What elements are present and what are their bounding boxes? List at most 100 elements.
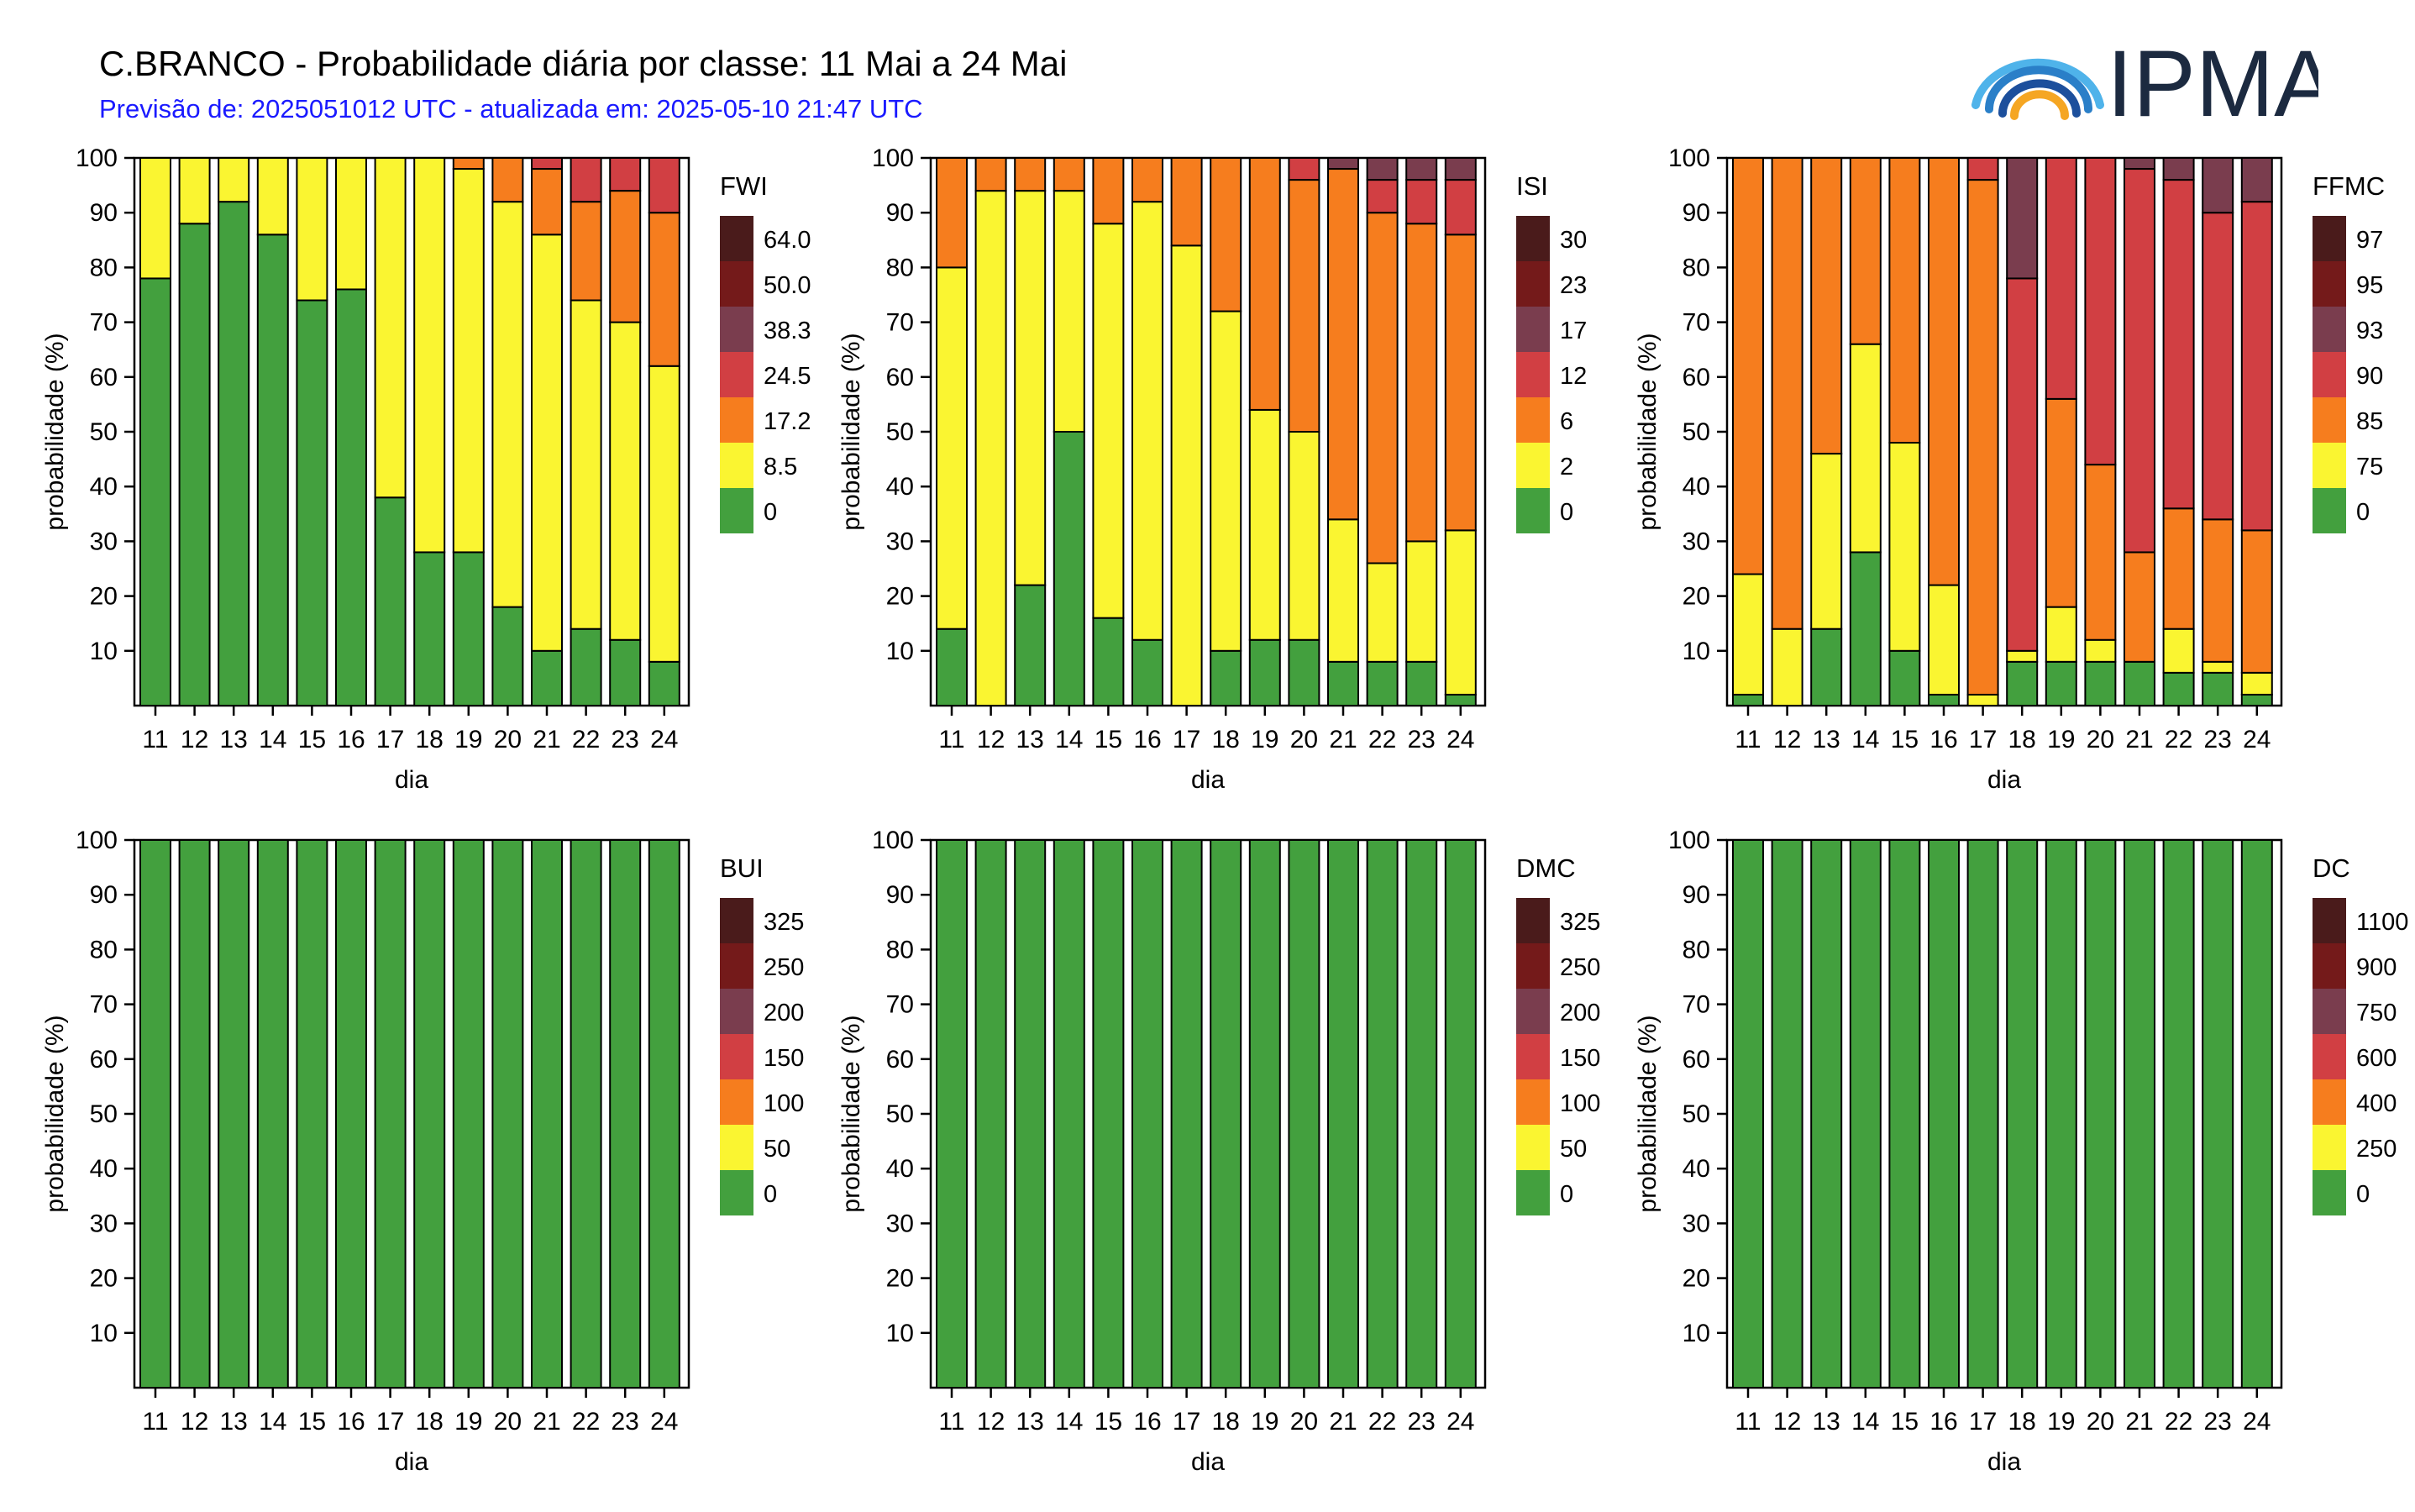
bar-segment: [218, 157, 250, 203]
y-tick-label: 100: [872, 827, 914, 854]
bar-segment: [2240, 157, 2273, 203]
bar-segment: [1771, 157, 1803, 630]
y-tick-label: 10: [886, 1320, 914, 1347]
legend-swatch: [2313, 352, 2346, 397]
legend-swatch: [2313, 989, 2346, 1034]
x-tick-label: 13: [1016, 1408, 1044, 1436]
legend-swatch: [720, 1079, 753, 1125]
bar-segment: [1366, 157, 1399, 181]
bar-segment: [936, 157, 968, 269]
y-tick-label: 10: [90, 638, 118, 665]
chart-fwi: 10 20 30 40 50 60 70 80 90 100 probabilidade (%) 11…: [41, 144, 811, 794]
bar-segment: [2162, 157, 2195, 181]
x-tick-label: 22: [1368, 1408, 1396, 1436]
bar-segment: [2202, 671, 2234, 707]
legend-swatch: [1516, 1170, 1550, 1215]
y-tick-label: 50: [886, 1100, 914, 1128]
legend-label: 100: [764, 1090, 804, 1117]
x-tick-label: 17: [1173, 726, 1200, 753]
y-tick-label: 90: [90, 881, 118, 909]
y-axis-label: probabilidade (%): [1634, 1015, 1662, 1212]
plot-frame: [133, 838, 690, 1389]
bar-segment: [1444, 234, 1477, 532]
legend-swatch: [1516, 443, 1550, 488]
bar-segment: [139, 839, 171, 1389]
x-tick-label: 15: [1095, 726, 1122, 753]
bar-segment: [1849, 551, 1882, 706]
x-axis-label: dia: [1987, 1448, 2021, 1476]
x-tick-label: 21: [533, 1408, 560, 1436]
x-tick-label: 14: [259, 1408, 286, 1436]
bar-segment: [2124, 551, 2155, 663]
bar-segment: [1928, 157, 1960, 586]
legend-label: 30: [1560, 227, 1587, 254]
y-tick-label: 70: [1683, 309, 1710, 337]
x-tick-label: 23: [2204, 1408, 2232, 1436]
bar-segment: [2045, 606, 2077, 663]
legend-label: 6: [1560, 408, 1573, 435]
bar-segment: [218, 839, 250, 1389]
legend-swatch: [720, 216, 753, 261]
legend-label: 24.5: [764, 363, 811, 390]
bar-segment: [1092, 617, 1125, 706]
plot-frame: [1725, 838, 2283, 1389]
x-tick-label: 11: [142, 1408, 168, 1436]
bar-segment: [1405, 179, 1438, 225]
bar-segment: [1888, 442, 1921, 652]
y-axis-label: probabilidade (%): [41, 333, 69, 530]
legend-swatch: [720, 1125, 753, 1170]
bar-segment: [531, 168, 563, 236]
legend-swatch: [2313, 943, 2346, 989]
x-tick-label: 20: [2087, 1408, 2114, 1436]
x-tick-label: 16: [1929, 1408, 1957, 1436]
legend-swatch: [720, 898, 753, 943]
y-tick-label: 50: [1683, 418, 1710, 446]
y-axis-label: probabilidade (%): [41, 1015, 69, 1212]
bar-segment: [1849, 157, 1882, 345]
legend-swatch: [2313, 307, 2346, 352]
bar-segment: [1248, 157, 1281, 411]
bar-segment: [374, 157, 407, 499]
x-tick-label: 24: [650, 1408, 678, 1436]
x-tick-label: 16: [337, 1408, 365, 1436]
legend-label: 1100: [2356, 909, 2408, 936]
bar-segment: [2202, 660, 2234, 674]
legend-label: 400: [2356, 1090, 2397, 1117]
bar-segment: [1288, 431, 1320, 641]
x-tick-label: 12: [1773, 1408, 1801, 1436]
bar-segment: [1771, 839, 1803, 1389]
bar-segment: [1966, 179, 1999, 696]
bar-segment: [1014, 190, 1047, 586]
bar-segment: [2202, 157, 2234, 214]
y-tick-label: 100: [872, 144, 914, 172]
x-tick-label: 12: [1773, 726, 1801, 753]
legend-label: 85: [2356, 408, 2383, 435]
bar-segment: [1366, 212, 1399, 564]
y-tick-label: 40: [886, 1155, 914, 1183]
x-tick-label: 22: [2165, 726, 2192, 753]
legend-swatch: [1516, 261, 1550, 307]
x-tick-label: 16: [1929, 726, 1957, 753]
page-subtitle: Previsão de: 2025051012 UTC - atualizada…: [99, 94, 923, 123]
legend-label: 0: [764, 1181, 777, 1208]
legend-swatch: [2313, 1125, 2346, 1170]
legend-label: 250: [2356, 1136, 2397, 1163]
y-axis-label: probabilidade (%): [837, 333, 865, 530]
legend-label: 325: [764, 909, 804, 936]
bar-segment: [1131, 201, 1163, 641]
bar-segment: [1053, 839, 1085, 1389]
bar-segment: [2162, 507, 2195, 630]
bar-segment: [256, 839, 289, 1389]
x-tick-label: 18: [2008, 1408, 2036, 1436]
legend-swatch: [2313, 1034, 2346, 1079]
bar-segment: [609, 321, 642, 641]
bar-segment: [1444, 693, 1477, 707]
bar-segment: [1444, 529, 1477, 696]
legend-swatch: [1516, 488, 1550, 533]
chart-dc: 10 20 30 40 50 60 70 80 90 100 probabilidade (%) 11…: [1634, 827, 2408, 1476]
x-axis-label: dia: [1191, 766, 1225, 794]
bar-segment: [374, 496, 407, 706]
legend-swatch: [720, 1170, 753, 1215]
bar-segment: [1327, 168, 1359, 521]
legend-label: 64.0: [764, 227, 811, 254]
